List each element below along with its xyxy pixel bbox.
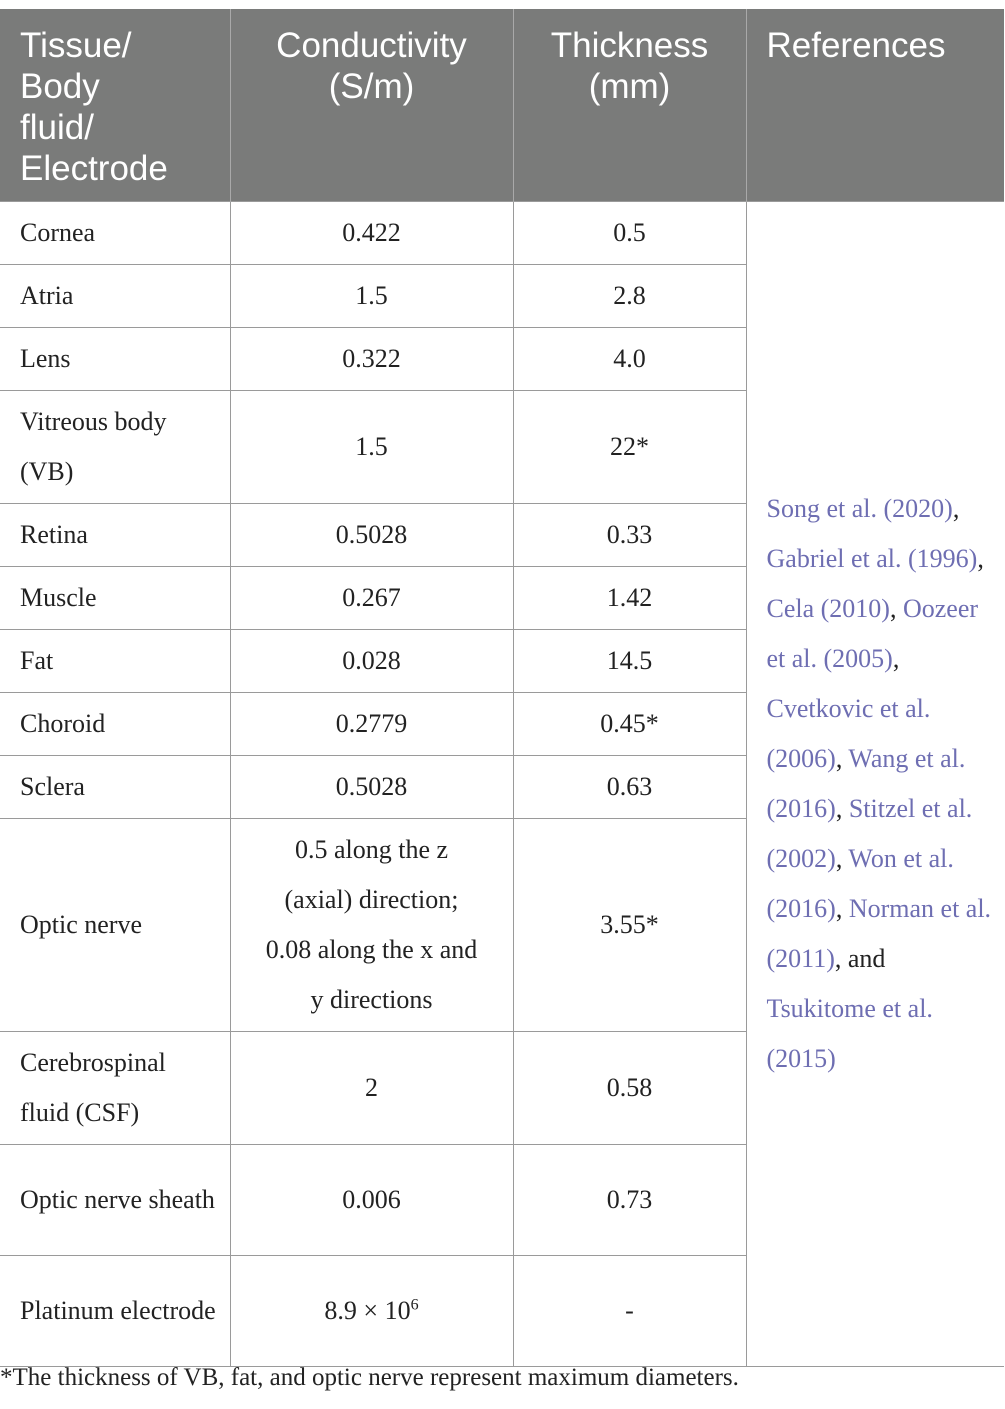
reference-link[interactable]: Cela (2010) <box>766 594 890 623</box>
reference-link[interactable]: Norman et al. (2011) <box>766 894 992 973</box>
reference-link[interactable]: Gabriel et al. (1996) <box>766 544 978 573</box>
tissue-cell: Atria <box>0 264 231 328</box>
thickness-cell: 1.42 <box>512 566 747 630</box>
thickness-cell: 0.63 <box>512 755 747 819</box>
table-row: Cornea 0.422 0.5 Song et al. (2020), Gab… <box>0 201 1004 1367</box>
thickness-cell: 0.73 <box>512 1144 747 1256</box>
thickness-cell: 14.5 <box>512 629 747 693</box>
reference-link[interactable]: Song et al. (2020) <box>766 494 953 523</box>
tissue-cell: Lens <box>0 327 231 391</box>
table-row: Atria 1.5 2.8 <box>0 264 1004 328</box>
conductivity-cell: 2 <box>229 1031 514 1145</box>
tissue-cell: Muscle <box>0 566 231 630</box>
tissue-cell: Cerebrospinal fluid (CSF) <box>0 1031 231 1145</box>
conductivity-cell: 0.322 <box>229 327 514 391</box>
table-row: Choroid 0.2779 0.45* <box>0 692 1004 756</box>
tissue-cell: Choroid <box>0 692 231 756</box>
table-row: Fat 0.028 14.5 <box>0 629 1004 693</box>
conductivity-cell: 1.5 <box>229 264 514 328</box>
tissue-cell: Cornea <box>0 201 231 265</box>
table-footnote: *The thickness of VB, fat, and optic ner… <box>0 1364 739 1391</box>
thickness-cell: 4.0 <box>512 327 747 391</box>
reference-link[interactable]: Oozeer et al. (2005) <box>766 594 979 673</box>
tissue-cell: Retina <box>0 503 231 567</box>
conductivity-cell: 0.006 <box>229 1144 514 1256</box>
reference-link[interactable]: Wang et al. (2016) <box>766 744 966 823</box>
table-row: Lens 0.322 4.0 <box>0 327 1004 391</box>
reference-link[interactable]: Cvetkovic et al. (2006) <box>766 694 931 773</box>
table-row: Cerebrospinal fluid (CSF) 2 0.58 <box>0 1031 1004 1145</box>
reference-link[interactable]: Won et al. (2016) <box>766 844 954 923</box>
conductivity-cell: 0.028 <box>229 629 514 693</box>
tissue-cell: Vitreous body (VB) <box>0 390 231 504</box>
tissue-cell: Sclera <box>0 755 231 819</box>
data-table: Tissue/ Body fluid/ Electrode Conductivi… <box>0 9 1004 1367</box>
tissue-cell: Fat <box>0 629 231 693</box>
header-thickness: Thickness (mm) <box>513 9 747 202</box>
table-header: Tissue/ Body fluid/ Electrode Conductivi… <box>0 9 1004 202</box>
table-body: Cornea 0.422 0.5 Song et al. (2020), Gab… <box>0 201 1004 1367</box>
table-row: Optic nerve sheath 0.006 0.73 <box>0 1144 1004 1256</box>
tissue-cell: Platinum electrode <box>0 1255 231 1367</box>
thickness-cell: 22* <box>512 390 747 504</box>
thickness-cell: 0.5 <box>512 201 747 265</box>
conductivity-cell: 0.5028 <box>229 755 514 819</box>
thickness-cell: 0.45* <box>512 692 747 756</box>
tissue-cell: Optic nerve sheath <box>0 1144 231 1256</box>
references-cell: Song et al. (2020), Gabriel et al. (1996… <box>745 201 1004 1367</box>
table-row: Optic nerve 0.5 along the z (axial) dire… <box>0 818 1004 1032</box>
header-conductivity: Conductivity (S/m) <box>230 9 514 202</box>
table-row: Platinum electrode 8.9 × 106 - <box>0 1255 1004 1367</box>
conductivity-cell: 1.5 <box>229 390 514 504</box>
reference-link[interactable]: Stitzel et al. (2002) <box>766 794 973 873</box>
conductivity-cell: 0.2779 <box>229 692 514 756</box>
table-row: Sclera 0.5028 0.63 <box>0 755 1004 819</box>
thickness-cell: 2.8 <box>512 264 747 328</box>
header-tissue: Tissue/ Body fluid/ Electrode <box>0 9 231 202</box>
table-row: Vitreous body (VB) 1.5 22* <box>0 390 1004 504</box>
thickness-cell: 0.33 <box>512 503 747 567</box>
thickness-cell: 0.58 <box>512 1031 747 1145</box>
tissue-cell: Optic nerve <box>0 818 231 1032</box>
reference-link[interactable]: Tsukitome et al. (2015) <box>766 994 933 1073</box>
thickness-cell: 3.55* <box>512 818 747 1032</box>
thickness-cell: - <box>512 1255 747 1367</box>
header-references: References <box>746 9 1004 202</box>
conductivity-cell: 8.9 × 106 <box>229 1255 514 1367</box>
conductivity-cell: 0.5028 <box>229 503 514 567</box>
conductivity-cell: 0.422 <box>229 201 514 265</box>
conductivity-cell: 0.5 along the z (axial) direction; 0.08 … <box>229 818 514 1032</box>
conductivity-cell: 0.267 <box>229 566 514 630</box>
